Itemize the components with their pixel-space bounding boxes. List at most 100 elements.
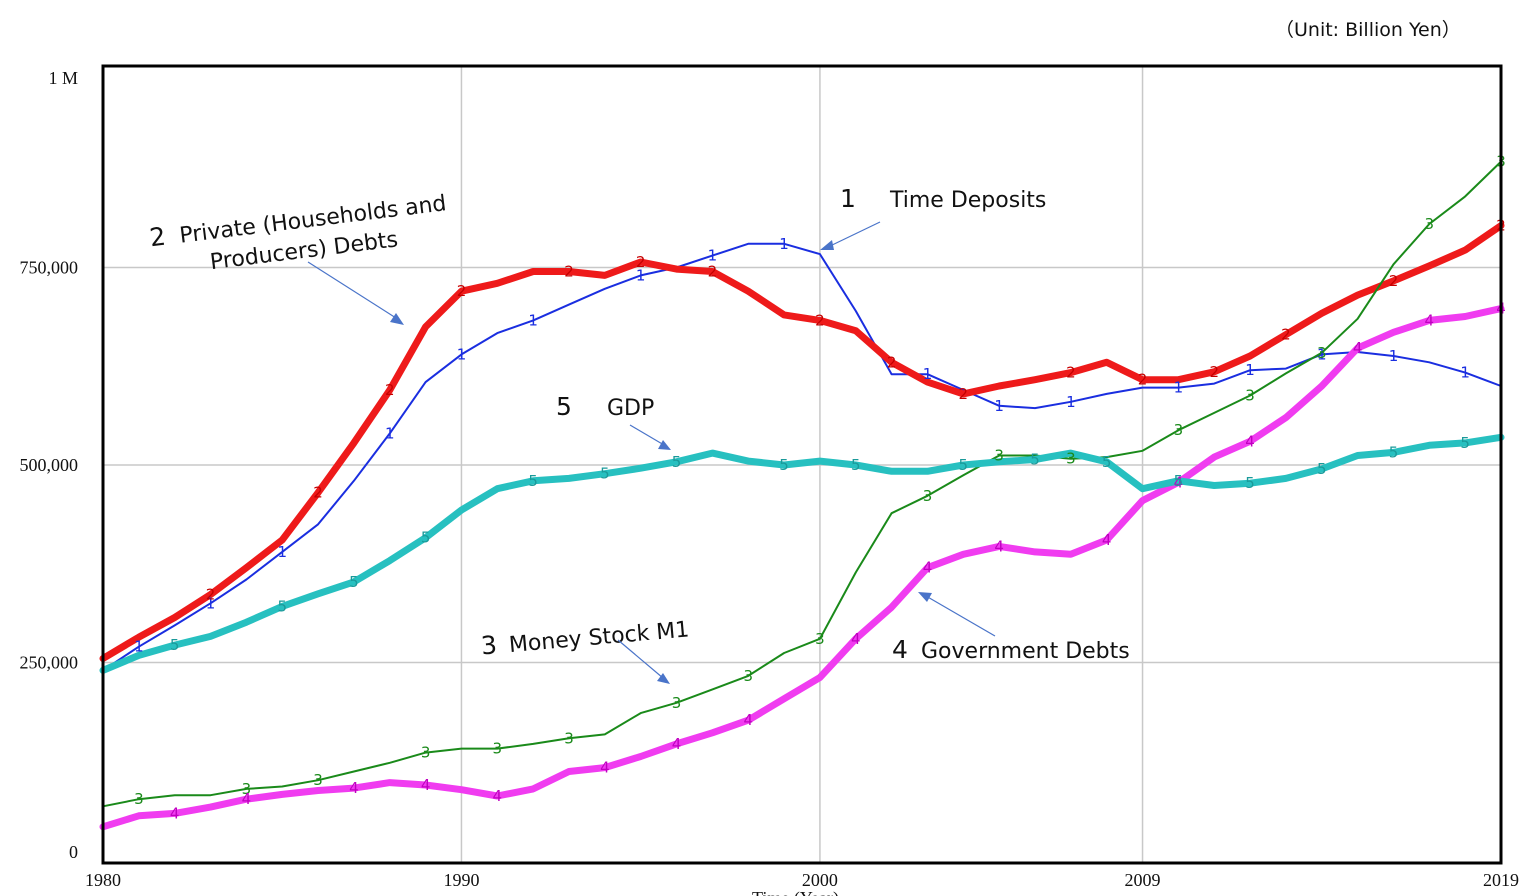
series-4-point: 4 [349,779,359,797]
y-tick-label: 0 [69,842,78,862]
series-3-point: 3 [1425,215,1435,233]
series-2-point: 2 [636,253,646,271]
y-axis-ticks: 0 250,000 500,000 750,000 1 M [20,68,79,862]
series-4-point: 4 [170,804,180,822]
series-1-point: 1 [277,543,287,561]
series-2-point: 2 [385,381,395,399]
series-4-point: 4 [1425,311,1435,329]
series-3-point: 3 [313,771,323,789]
series-2-point: 2 [457,282,467,300]
annotation-money-stock-text: Money Stock M1 [508,617,690,658]
series-3-point: 3 [923,487,933,505]
series-2-point: 2 [1281,326,1291,344]
annotation-government-debts-number: 4 [892,635,908,664]
series-2-point: 2 [708,262,718,280]
series-1-point: 1 [1066,393,1076,411]
annotation-time-deposits-arrow [827,221,881,248]
annotation-time-deposits-arrowhead [820,240,834,250]
annotation-gdp-arrowhead [658,440,671,450]
series-4-point: 4 [1102,531,1112,549]
series-4-point: 4 [994,537,1004,555]
annotation-gdp: 5 GDP [556,392,671,450]
series-5-point: 5 [1317,460,1327,478]
series-1-point: 1 [708,247,718,265]
series-2-point: 2 [1066,364,1076,382]
series-5-point: 5 [1245,474,1255,492]
series-5-point: 5 [672,453,682,471]
x-tick-label: 1980 [85,870,121,890]
annotation-government-debts: 4 Government Debts [892,592,1130,664]
series-4-point: 4 [600,759,610,777]
series-4-point: 4 [923,559,933,577]
series-3-point: 3 [564,729,574,747]
series-1-point: 1 [457,345,467,363]
series-4-line [99,305,1505,831]
plot-frame [101,64,1503,865]
y-tick-label: 250,000 [20,653,79,673]
series-3-point: 3 [493,740,503,758]
series-4-point: 4 [493,787,503,805]
x-tick-label: 2009 [1125,870,1161,890]
series-3-point: 3 [994,447,1004,465]
series-3-point: 3 [1174,421,1184,439]
series-1-point: 1 [636,266,646,284]
series-1-point: 1 [1174,379,1184,397]
annotation-government-debts-arrowhead [918,592,932,602]
series-3-point: 3 [815,630,825,648]
series-4-point: 4 [1353,339,1363,357]
annotation-private-debts-number: 2 [148,222,167,253]
series-3-point: 3 [672,694,682,712]
series-5-point: 5 [851,456,861,474]
annotation-time-deposits: 1 Time Deposits [820,184,1046,250]
annotation-government-debts-text: Government Debts [921,639,1130,664]
series-5-point: 5 [1174,472,1184,490]
series-5-point: 5 [959,456,969,474]
series-5-point: 5 [528,472,538,490]
series-1-point: 1 [206,594,216,612]
series-2-point: 2 [887,353,897,371]
annotation-time-deposits-number: 1 [840,184,856,213]
series-5-point: 5 [277,597,287,615]
series-4-point: 4 [242,790,252,808]
annotation-gdp-number: 5 [556,392,572,421]
y-tick-label: 500,000 [20,455,79,475]
series-1-point: 1 [779,235,789,253]
series-1-point: 1 [528,311,538,329]
annotation-money-stock-arrowhead [657,673,670,684]
x-tick-label: 1990 [443,870,479,890]
series-3-point: 3 [1245,386,1255,404]
series-1-point: 1 [385,424,395,442]
series-1-point: 1 [923,365,933,383]
series-1-point: 1 [1317,345,1327,363]
series-5-point: 5 [1460,434,1470,452]
annotation-government-debts-arrow [925,595,996,637]
series-2-line [99,222,1505,662]
series-5-point: 5 [170,636,180,654]
series-3-point: 3 [1317,344,1327,362]
series-2-point: 2 [1389,272,1399,290]
annotation-private-debts-arrow [307,261,397,319]
series-5-line [99,433,1505,674]
annotation-money-stock: 3 Money Stock M1 [480,617,691,660]
series-4-point: 4 [672,735,682,753]
series-4-point: 4 [1174,473,1184,491]
series-1-point: 1 [1460,364,1470,382]
unit-label: （Unit: Billion Yen） [1275,19,1461,41]
series-3-point: 3 [421,744,431,762]
series-1-point: 1 [134,638,144,656]
y-tick-label: 750,000 [20,258,79,278]
series-4-point: 4 [743,711,753,729]
annotation-gdp-text: GDP [607,396,654,421]
series-3-point: 3 [134,790,144,808]
series-4-point: 4 [1245,432,1255,450]
series-5-point: 5 [1389,443,1399,461]
series-1-point: 1 [1389,347,1399,365]
annotation-private-debts-arrowhead [390,313,404,325]
series-2-point: 2 [313,484,323,502]
series-2-point: 2 [959,385,969,403]
series-2-point: 2 [815,311,825,329]
series-1-point: 1 [1245,361,1255,379]
series-5-point: 5 [421,529,431,547]
series-2-point: 2 [1209,363,1219,381]
